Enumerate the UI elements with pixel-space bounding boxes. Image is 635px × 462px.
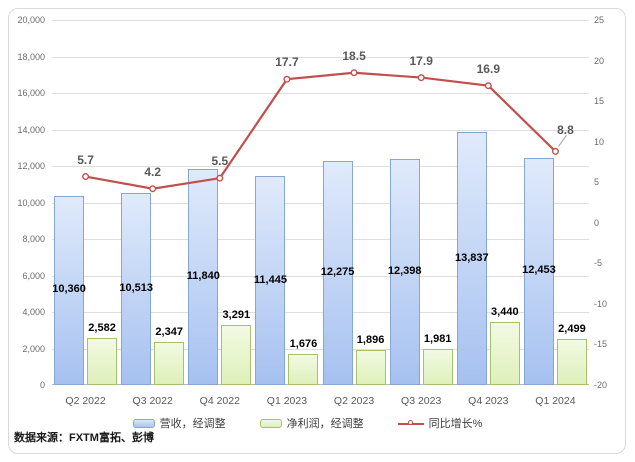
x-axis-label: Q1 2024 <box>535 395 576 407</box>
x-axis-label: Q3 2022 <box>132 395 173 407</box>
legend-item-growth: 同比增长% <box>397 415 483 431</box>
profit-bar <box>422 348 453 385</box>
profit-bar-label: 2,347 <box>155 326 183 339</box>
growth-point-label: 17.9 <box>409 53 433 68</box>
x-axis-label: Q2 2022 <box>65 395 106 407</box>
y-axis-tick-label: 6,000 <box>22 270 45 281</box>
y-axis-tick-label: 4,000 <box>22 307 45 317</box>
secondary-axis-tick-label: 25 <box>594 15 605 25</box>
growth-point-label: 17.7 <box>275 55 299 70</box>
x-axis-label: Q1 2023 <box>266 395 308 407</box>
secondary-axis-tick-label: 10 <box>594 136 605 147</box>
revenue-bar <box>121 193 152 385</box>
secondary-axis-tick-label: -5 <box>594 258 603 269</box>
legend-label-growth: 同比增长% <box>428 418 483 430</box>
profit-bar-label: 2,499 <box>558 323 586 336</box>
revenue-swatch-icon <box>132 418 155 428</box>
revenue-bar-label: 13,837 <box>454 251 489 264</box>
profit-bar-label: 1,676 <box>289 338 318 351</box>
growth-point-label: 5.7 <box>77 152 94 167</box>
chart-legend: 营收，经调整 净利润，经调整 同比增长% <box>0 415 615 431</box>
revenue-bar-label: 12,398 <box>387 264 422 277</box>
profit-bar-label: 1,896 <box>356 334 385 347</box>
profit-bar <box>154 342 185 385</box>
y-axis-tick-label: 16,000 <box>17 88 45 98</box>
y-axis-tick-label: 10,000 <box>17 197 45 208</box>
profit-bar-label: 3,291 <box>222 308 251 321</box>
revenue-bar-label: 11,840 <box>186 269 220 282</box>
gridline <box>52 275 589 277</box>
revenue-bar-label: 10,360 <box>52 283 86 296</box>
growth-point-label: 18.5 <box>342 48 366 63</box>
revenue-bar <box>523 157 554 385</box>
revenue-bar <box>255 176 286 385</box>
gridline <box>52 202 589 204</box>
profit-swatch-icon <box>259 418 282 428</box>
secondary-axis-tick-label: 15 <box>594 96 605 107</box>
profit-bar-label: 3,440 <box>491 306 519 319</box>
growth-point-label: 8.8 <box>557 123 574 138</box>
secondary-axis-tick-label: 20 <box>594 55 605 66</box>
source-note: 数据来源：FXTM富拓、彭博 <box>14 432 154 444</box>
y-axis-tick-label: 20,000 <box>17 15 45 25</box>
profit-bar <box>355 350 386 385</box>
profit-bar-label: 1,981 <box>423 332 452 345</box>
legend-label-profit: 净利润，经调整 <box>286 418 364 430</box>
x-axis-label: Q2 2023 <box>333 395 375 407</box>
y-axis-tick-label: 12,000 <box>17 161 45 171</box>
secondary-axis-tick-label: -20 <box>594 380 608 390</box>
revenue-bar <box>54 195 85 385</box>
revenue-bar-label: 12,275 <box>320 265 355 278</box>
gridline <box>52 166 589 167</box>
profit-bar <box>489 322 520 385</box>
secondary-axis-tick-label: -10 <box>594 298 608 309</box>
y-axis-tick-label: 0 <box>39 380 45 390</box>
legend-item-profit: 净利润，经调整 <box>259 415 364 431</box>
revenue-bar <box>322 160 353 385</box>
profit-bar <box>288 354 319 385</box>
x-axis-label: Q3 2023 <box>401 395 442 407</box>
gridline <box>52 93 589 94</box>
revenue-bar-label: 11,445 <box>253 273 287 286</box>
secondary-axis-tick-label: -15 <box>594 339 608 350</box>
growth-line-icon <box>397 419 424 428</box>
gridline <box>52 312 589 313</box>
secondary-axis-tick-label: 0 <box>594 217 600 228</box>
y-axis-tick-label: 14,000 <box>17 124 45 135</box>
x-axis-label: Q4 2022 <box>199 395 240 407</box>
gridline <box>52 239 589 240</box>
y-axis-tick-label: 8,000 <box>22 234 45 244</box>
revenue-bar-label: 12,453 <box>522 264 556 277</box>
gridline <box>52 129 589 131</box>
gridline <box>52 20 589 21</box>
y-axis-tick-label: 18,000 <box>17 51 45 62</box>
y-axis-tick-label: 2,000 <box>22 343 45 354</box>
gridline <box>52 348 589 350</box>
profit-bar <box>87 337 118 385</box>
x-axis-label: Q4 2023 <box>468 395 509 407</box>
revenue-bar <box>188 168 219 385</box>
legend-item-revenue: 营收，经调整 <box>132 415 226 431</box>
profit-bar-label: 2,582 <box>88 321 116 334</box>
secondary-axis-tick-label: 5 <box>594 177 600 188</box>
revenue-bar-label: 10,513 <box>119 282 154 295</box>
profit-bar <box>556 339 587 385</box>
gridline <box>52 56 589 58</box>
revenue-bar <box>389 158 420 385</box>
growth-point-label: 4.2 <box>144 164 162 179</box>
profit-bar <box>221 324 252 385</box>
legend-label-revenue: 营收，经调整 <box>159 418 226 430</box>
growth-point-label: 16.9 <box>476 61 500 76</box>
growth-point-label: 5.5 <box>211 154 229 169</box>
